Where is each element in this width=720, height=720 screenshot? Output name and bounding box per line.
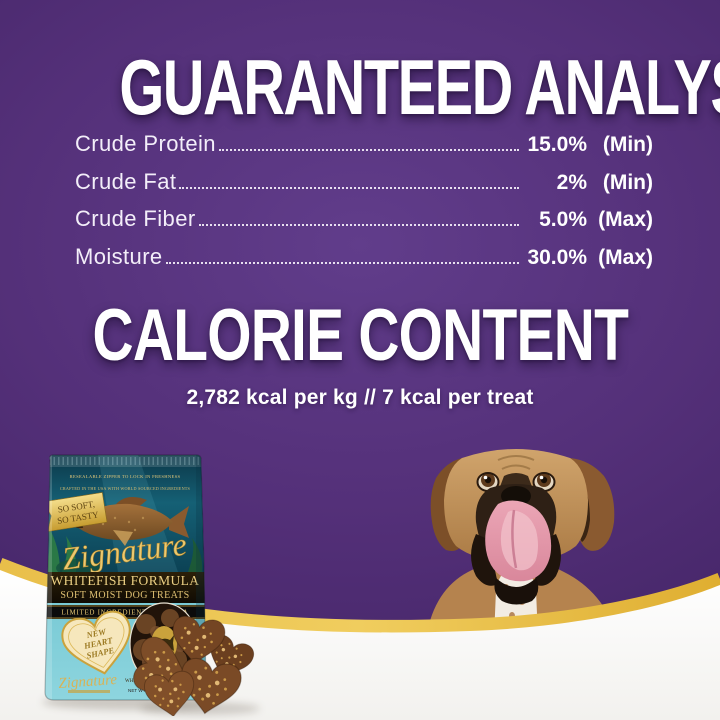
heart-treats bbox=[130, 614, 258, 716]
seaweed-right bbox=[188, 538, 203, 572]
row-qualifier: (Min) bbox=[602, 170, 653, 194]
so-soft-so-tasty-ribbon: SO SOFT, SO TASTY bbox=[45, 492, 108, 532]
bag-left-sheen bbox=[45, 455, 52, 700]
row-label: Crude Fiber bbox=[75, 206, 196, 231]
boxer-dog-photo bbox=[426, 449, 618, 638]
row-label: Crude Protein bbox=[75, 131, 216, 156]
row-value: 15.0% bbox=[527, 133, 587, 156]
table-row: Crude Fat 2% (Min) bbox=[75, 169, 653, 207]
dog-right-eye bbox=[532, 472, 556, 492]
calorie-content-detail: 2,782 kcal per kg // 7 kcal per treat bbox=[186, 386, 534, 409]
formula-title: WHITEFISH FORMULA bbox=[51, 573, 200, 588]
dotted-leader bbox=[218, 148, 519, 151]
row-qualifier: (Min) bbox=[602, 133, 653, 156]
table-row: Crude Protein 15.0% (Min) bbox=[75, 131, 653, 169]
row-value: 5.0% bbox=[539, 208, 587, 231]
table-row: Moisture 30.0% (Max) bbox=[75, 244, 653, 282]
calorie-content-title-text: CALORIE CONTENT bbox=[92, 295, 628, 376]
dotted-leader bbox=[179, 186, 519, 189]
guaranteed-analysis-title-text: GUARANTEED ANALYSIS bbox=[119, 43, 720, 131]
row-value: 30.0% bbox=[527, 245, 587, 269]
dog-chin bbox=[494, 578, 539, 605]
table-row: Crude Fiber 5.0% (Max) bbox=[75, 206, 653, 244]
new-heart-shape-badge: NEW HEART SHAPE bbox=[61, 610, 131, 675]
footer-brand-script: Zignature bbox=[58, 672, 118, 692]
bag-zipper-crimp bbox=[45, 455, 206, 467]
row-label: Moisture bbox=[75, 243, 163, 269]
badge-line1: NEW bbox=[85, 626, 108, 640]
formula-band bbox=[45, 572, 206, 603]
row-qualifier: (Max) bbox=[598, 245, 653, 269]
formula-subtitle: SOFT MOIST DOG TREATS bbox=[60, 590, 189, 601]
bag-right-shade bbox=[196, 455, 206, 700]
row-qualifier: (Max) bbox=[598, 208, 653, 231]
dog-tongue-highlight bbox=[500, 510, 538, 571]
guaranteed-analysis-table: Crude Protein 15.0% (Min) Crude Fat 2% (… bbox=[75, 131, 653, 281]
guaranteed-analysis-title: GUARANTEED ANALYSIS bbox=[0, 48, 720, 126]
dog-tongue-crease bbox=[511, 509, 518, 569]
row-label: Crude Fat bbox=[75, 168, 177, 194]
bag-top-claim-1: RESEALABLE ZIPPER TO LOCK IN FRESHNESS bbox=[70, 474, 181, 479]
dotted-leader bbox=[165, 261, 519, 264]
row-value: 2% bbox=[556, 170, 587, 194]
calorie-content-title: CALORIE CONTENT bbox=[0, 299, 720, 372]
dog-left-jowl bbox=[471, 534, 498, 586]
footer-brand-underline bbox=[68, 690, 110, 693]
limited-ingredient-text: LIMITED INGREDIENT FORMULA bbox=[62, 609, 189, 617]
dotted-leader bbox=[198, 223, 519, 226]
dog-forehead-wrinkle bbox=[497, 455, 535, 470]
bag-top-claim-2: CRAFTED IN THE USA WITH WORLD SOURCED IN… bbox=[60, 486, 191, 491]
